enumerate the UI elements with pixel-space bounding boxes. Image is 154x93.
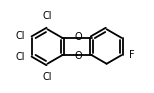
Text: F: F [129, 50, 134, 60]
Text: O: O [74, 32, 82, 42]
Text: Cl: Cl [15, 52, 25, 62]
Text: Cl: Cl [43, 11, 52, 21]
Text: Cl: Cl [43, 72, 52, 82]
Text: Cl: Cl [15, 31, 25, 41]
Text: O: O [74, 51, 82, 61]
